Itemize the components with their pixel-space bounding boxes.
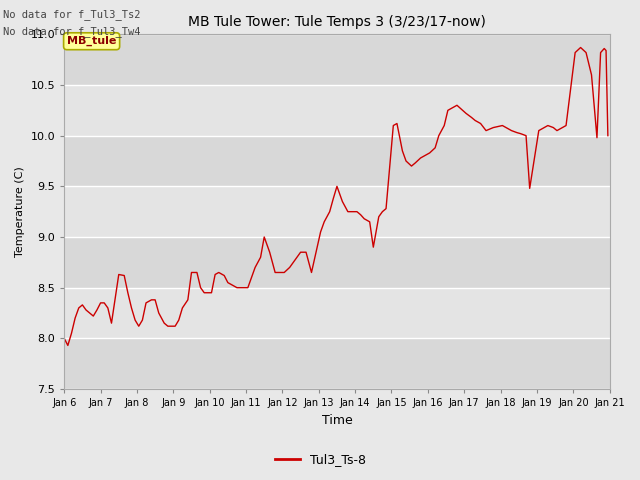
Text: MB_tule: MB_tule: [67, 36, 116, 47]
Bar: [64, 186, 610, 237]
Legend: Tul3_Ts-8: Tul3_Ts-8: [269, 448, 371, 471]
Text: No data for f_Tul3_Ts2: No data for f_Tul3_Ts2: [3, 9, 141, 20]
Bar: [64, 338, 610, 389]
X-axis label: Time: Time: [321, 414, 353, 427]
Text: No data for f_Tul3_Tw4: No data for f_Tul3_Tw4: [3, 25, 141, 36]
Bar: [64, 237, 610, 288]
Bar: [64, 136, 610, 186]
Bar: [64, 288, 610, 338]
Y-axis label: Temperature (C): Temperature (C): [15, 166, 25, 257]
Title: MB Tule Tower: Tule Temps 3 (3/23/17-now): MB Tule Tower: Tule Temps 3 (3/23/17-now…: [188, 15, 486, 29]
Bar: [64, 85, 610, 136]
Bar: [64, 35, 610, 85]
